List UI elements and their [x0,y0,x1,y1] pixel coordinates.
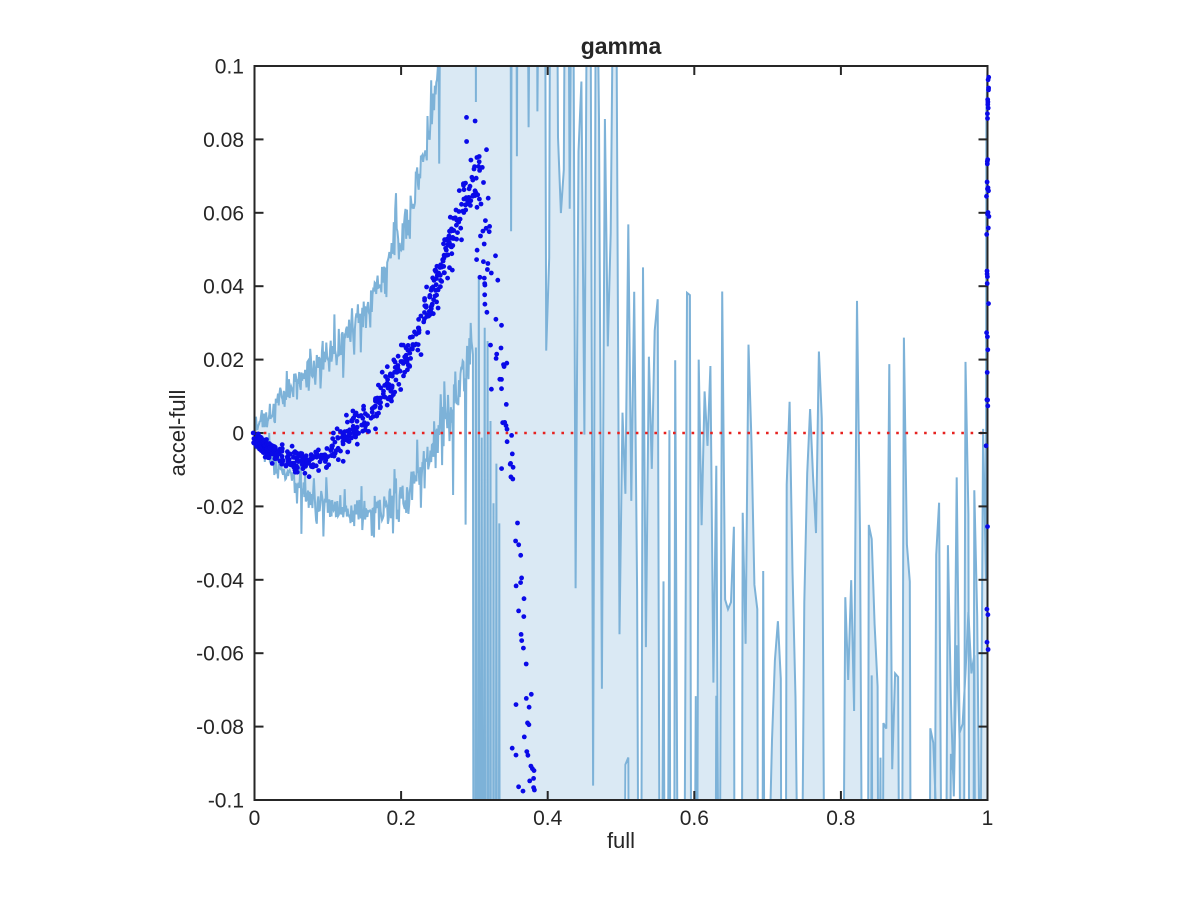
svg-text:-0.06: -0.06 [196,643,244,666]
svg-text:0: 0 [232,423,244,446]
svg-text:0.04: 0.04 [203,276,244,299]
svg-text:0.06: 0.06 [203,202,244,225]
svg-text:0.6: 0.6 [680,807,709,830]
svg-text:accel-full: accel-full [165,390,190,477]
svg-text:1: 1 [982,807,994,830]
svg-text:0.2: 0.2 [386,807,415,830]
svg-text:-0.04: -0.04 [196,569,244,592]
svg-text:0.02: 0.02 [203,349,244,372]
svg-text:full: full [607,828,635,853]
svg-text:0.1: 0.1 [215,56,244,79]
svg-text:0: 0 [249,807,261,830]
svg-text:0.8: 0.8 [826,807,855,830]
svg-text:-0.08: -0.08 [196,716,244,739]
svg-text:-0.02: -0.02 [196,496,244,519]
svg-text:-0.1: -0.1 [208,790,244,813]
svg-text:0.08: 0.08 [203,129,244,152]
svg-text:0.4: 0.4 [533,807,563,830]
svg-text:gamma: gamma [581,33,662,59]
